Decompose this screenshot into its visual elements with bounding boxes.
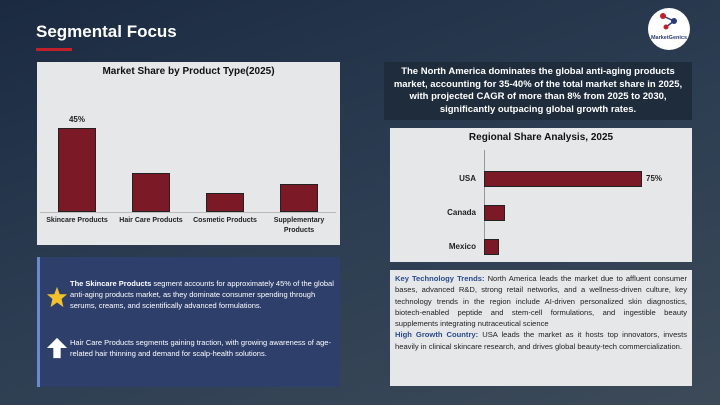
summary: The North America dominates the global a… [384, 62, 692, 120]
note-text: segment accounts for approximately 45% o… [70, 279, 334, 310]
slide-title: Segmental Focus [36, 22, 177, 41]
x-tick-label: Skincare Products [46, 217, 108, 224]
bar [484, 239, 499, 255]
y-tick-label: USA [459, 174, 476, 183]
product-chart: Market Share by Product Type(2025) 45% Sk… [37, 62, 340, 245]
value-label: 45% [68, 115, 85, 124]
title-underline [36, 48, 72, 51]
y-tick-label: Canada [447, 208, 476, 217]
bar [206, 193, 244, 212]
bar [280, 184, 318, 212]
star-icon [46, 286, 68, 308]
insights-box: Key Technology Trends: North America lea… [390, 270, 692, 386]
logo-text: MarketGenics [650, 35, 688, 41]
insight-label: Key Technology Trends: [395, 274, 485, 283]
bar [132, 172, 170, 212]
arrow-icon [46, 337, 68, 359]
logo: MarketGenics [648, 8, 690, 50]
x-tick-label: Hair Care Products [119, 217, 183, 224]
baseline [40, 212, 336, 213]
chart-title: Regional Share Analysis, 2025 [468, 132, 614, 143]
insight: Key Technology Trends: North America lea… [395, 273, 687, 329]
bar [484, 171, 642, 187]
bar [58, 128, 96, 212]
y-tick-label: Mexico [448, 242, 476, 251]
x-tick-label: Cosmetic Products [193, 217, 257, 224]
axis-line [484, 150, 485, 254]
insight-text: North America leads the market due to af… [395, 274, 688, 329]
value-label: 75% [646, 174, 663, 183]
chart-title: Market Share by Product Type(2025) [102, 66, 275, 77]
insight: High Growth Country: USA leads the marke… [395, 329, 687, 352]
note: Hair Care Products segments gaining trac… [70, 338, 331, 358]
notes-box: The Skincare Products segment accounts f… [37, 257, 340, 387]
note: The Skincare Products segment accounts f… [70, 278, 338, 311]
x-tick-label: Supplementary Products [273, 217, 325, 234]
insight-label: High Growth Country: [395, 330, 479, 340]
insight-text: USA leads the market as it hosts top inn… [395, 330, 687, 351]
region-chart: Regional Share Analysis, 2025 USA 75% Cana… [390, 128, 692, 262]
bar [484, 205, 506, 221]
note-lead: The Skincare Products [70, 279, 152, 288]
logo-icon [660, 13, 677, 30]
